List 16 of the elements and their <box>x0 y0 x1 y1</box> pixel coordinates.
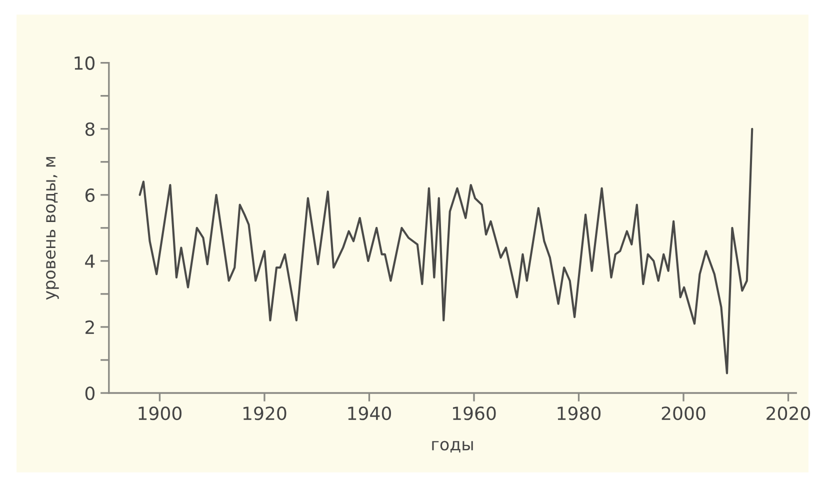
x-axis-title: годы <box>432 440 473 453</box>
y-tick-label: 10 <box>74 56 95 70</box>
x-tick-label: 2020 <box>766 406 810 420</box>
line-series <box>138 128 754 374</box>
x-tick-label: 1940 <box>348 406 392 420</box>
x-tick-label: 1920 <box>243 406 286 420</box>
y-tick-label: 4 <box>85 254 95 268</box>
y-tick-label: 2 <box>86 320 94 334</box>
x-tick-label: 1980 <box>558 406 601 420</box>
x-tick-label: 1960 <box>452 406 496 420</box>
x-tick-label: 1900 <box>138 406 182 420</box>
y-tick-label: 0 <box>85 386 95 400</box>
x-tick-label: 2000 <box>662 406 706 420</box>
y-tick-label: 8 <box>85 122 94 136</box>
y-tick-label: 6 <box>85 188 95 202</box>
y-axis-title: уровень воды, м <box>46 157 59 300</box>
